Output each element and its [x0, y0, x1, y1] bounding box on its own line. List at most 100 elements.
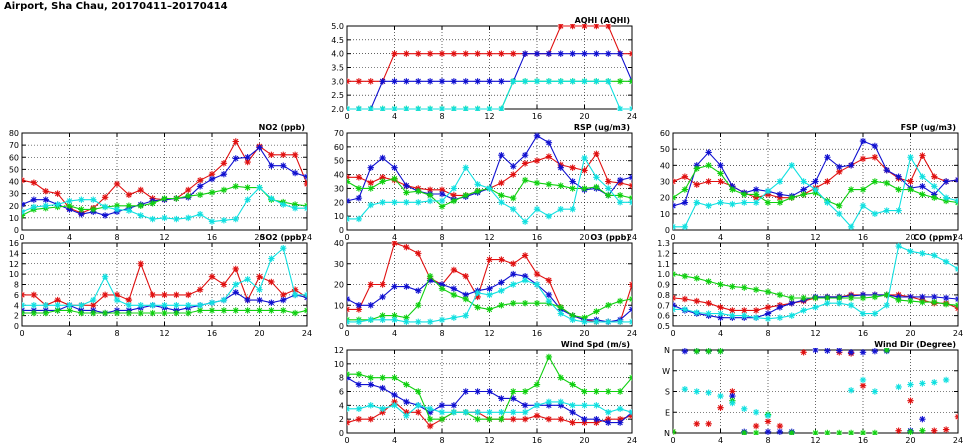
- data-point: [569, 164, 576, 171]
- y-tick-label: 0.5: [657, 322, 670, 331]
- data-point: [367, 381, 374, 388]
- data-point: [403, 283, 410, 290]
- data-point: [859, 294, 867, 302]
- data-point: [208, 307, 216, 314]
- x-tick-label: 0: [344, 329, 349, 338]
- data-point: [450, 78, 458, 85]
- data-point: [752, 409, 760, 416]
- data-point: [347, 78, 351, 85]
- data-point: [426, 192, 434, 199]
- data-point: [616, 419, 624, 426]
- data-point: [752, 194, 760, 201]
- data-point: [196, 191, 204, 199]
- data-point: [521, 388, 529, 395]
- y-tick-label: 60: [334, 143, 344, 152]
- data-point: [581, 402, 588, 409]
- data-point: [521, 160, 529, 167]
- data-point: [847, 302, 855, 309]
- data-point: [379, 374, 386, 381]
- data-point: [256, 296, 263, 304]
- data-point: [173, 195, 180, 202]
- x-tick-label: 16: [532, 112, 542, 121]
- data-point: [78, 309, 85, 317]
- data-point: [776, 199, 784, 206]
- data-point: [521, 50, 529, 57]
- data-point: [859, 186, 867, 193]
- data-point: [616, 388, 624, 395]
- data-point: [54, 190, 61, 197]
- data-point: [847, 162, 855, 169]
- data-point: [355, 185, 363, 192]
- data-point: [605, 24, 612, 30]
- data-point: [415, 318, 422, 326]
- data-point: [498, 279, 505, 286]
- data-point: [379, 281, 386, 288]
- data-point: [871, 429, 879, 435]
- data-point: [557, 50, 564, 57]
- data-point: [942, 197, 950, 205]
- data-point: [673, 306, 677, 313]
- data-point: [403, 398, 410, 406]
- data-point: [196, 177, 204, 184]
- data-point: [729, 388, 736, 395]
- data-point: [812, 178, 819, 185]
- data-point: [919, 191, 926, 198]
- data-point: [403, 189, 410, 196]
- data-point: [403, 199, 410, 206]
- data-point: [605, 178, 612, 185]
- data-point: [895, 173, 902, 180]
- data-point: [22, 208, 26, 216]
- y-tick-label: 30: [9, 190, 19, 199]
- data-point: [871, 293, 879, 301]
- x-tick-label: 8: [439, 233, 444, 242]
- x-tick-label: 4: [392, 233, 397, 242]
- x-tick-label: 20: [254, 233, 264, 242]
- y-tick-label: 1.1: [657, 260, 670, 269]
- data-point: [486, 291, 493, 299]
- data-point: [705, 310, 712, 317]
- data-point: [232, 183, 239, 190]
- series-group: [673, 348, 958, 435]
- data-point: [355, 215, 363, 223]
- y-tick-label: 10: [9, 214, 19, 223]
- data-point: [303, 204, 307, 212]
- data-point: [379, 316, 386, 323]
- data-point: [824, 199, 831, 206]
- data-point: [42, 309, 49, 317]
- data-point: [871, 178, 879, 185]
- data-point: [291, 201, 299, 208]
- data-point: [919, 173, 926, 180]
- data-point: [510, 395, 517, 402]
- data-point: [415, 50, 422, 57]
- data-point: [788, 162, 795, 169]
- data-point: [545, 212, 553, 220]
- data-point: [347, 197, 351, 205]
- data-point: [931, 293, 938, 301]
- data-point: [616, 50, 624, 57]
- data-point: [101, 291, 109, 299]
- data-point: [581, 415, 588, 423]
- x-tick-label: 0: [670, 329, 675, 338]
- data-point: [693, 309, 700, 316]
- x-tick-label: 4: [718, 329, 723, 338]
- y-tick-label: 16: [9, 239, 19, 248]
- data-point: [256, 273, 263, 280]
- data-point: [256, 184, 263, 191]
- x-tick-label: 8: [114, 233, 119, 242]
- data-point: [113, 206, 121, 213]
- data-point: [149, 200, 156, 207]
- data-point: [426, 409, 434, 416]
- y-tick-label: 80: [9, 129, 19, 138]
- y-tick-label: 30: [334, 184, 344, 193]
- data-point: [149, 302, 156, 309]
- data-point: [510, 415, 517, 423]
- series-group: [347, 241, 632, 326]
- data-point: [415, 188, 422, 195]
- data-point: [474, 293, 481, 301]
- data-point: [498, 256, 505, 263]
- data-point: [705, 348, 712, 355]
- data-point: [569, 50, 576, 57]
- data-point: [752, 191, 760, 198]
- data-point: [557, 164, 564, 171]
- data-point: [693, 297, 700, 305]
